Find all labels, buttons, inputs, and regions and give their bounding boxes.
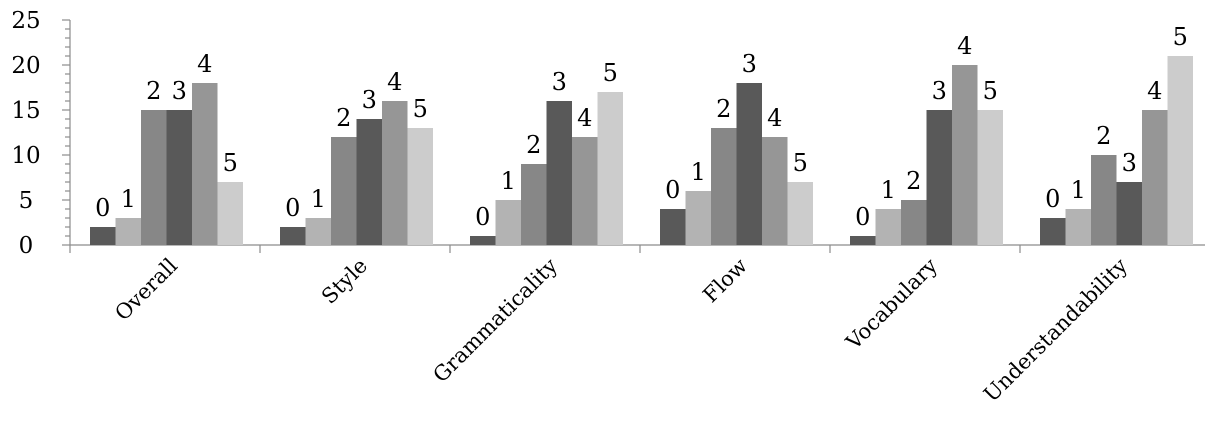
category-label: Understandability — [979, 253, 1132, 406]
bar — [1167, 56, 1193, 245]
bar-data-label: 4 — [957, 32, 972, 60]
bar-data-label: 4 — [197, 50, 212, 78]
bar-data-label: 2 — [1096, 122, 1111, 150]
bar-data-label: 3 — [742, 50, 757, 78]
bar-data-label: 1 — [501, 167, 516, 195]
bar-data-label: 3 — [172, 77, 187, 105]
bar — [685, 191, 711, 245]
bar — [850, 236, 876, 245]
y-tick-label: 10 — [11, 143, 40, 169]
category-label: Flow — [698, 254, 752, 308]
category-label: Grammaticality — [428, 253, 562, 387]
bar-data-label: 3 — [932, 77, 947, 105]
bar — [1142, 110, 1168, 245]
bar-data-label: 5 — [1173, 23, 1188, 51]
bar-data-label: 3 — [552, 68, 567, 96]
bar-data-label: 1 — [691, 158, 706, 186]
bar-data-label: 5 — [793, 149, 808, 177]
bar-data-label: 4 — [1147, 77, 1162, 105]
y-tick-label: 0 — [19, 233, 34, 259]
bar-data-label: 1 — [1071, 176, 1086, 204]
bar-data-label: 5 — [983, 77, 998, 105]
bar — [952, 65, 978, 245]
bar-data-label: 1 — [121, 185, 136, 213]
bar — [572, 137, 598, 245]
bar-data-label: 3 — [1122, 149, 1137, 177]
bar — [305, 218, 331, 245]
bar — [521, 164, 547, 245]
bar-data-label: 4 — [577, 104, 592, 132]
bar — [141, 110, 167, 245]
bar-data-label: 0 — [855, 203, 870, 231]
bar — [495, 200, 521, 245]
x-axis: Overall Style Grammaticality Flow Vocabulary… — [69, 244, 1205, 406]
bar-data-label: 0 — [475, 203, 490, 231]
bar — [901, 200, 927, 245]
bar — [762, 137, 788, 245]
bar — [331, 137, 357, 245]
bar-data-label: 2 — [526, 131, 541, 159]
bar — [736, 83, 762, 245]
y-tick-label: 15 — [11, 98, 40, 124]
bar — [407, 128, 433, 245]
bar — [166, 110, 192, 245]
bar — [1065, 209, 1091, 245]
bar — [1116, 182, 1142, 245]
bar-data-label: 0 — [1045, 185, 1060, 213]
bar-data-label: 5 — [413, 95, 428, 123]
bar — [1091, 155, 1117, 245]
bar — [470, 236, 496, 245]
bar — [787, 182, 813, 245]
bar-data-label: 4 — [767, 104, 782, 132]
y-tick-label: 5 — [19, 188, 34, 214]
bar-data-label: 5 — [223, 149, 238, 177]
bar-data-label: 1 — [311, 185, 326, 213]
bar — [711, 128, 737, 245]
bar-data-label: 4 — [387, 68, 402, 96]
bar — [217, 182, 243, 245]
bar-data-label: 3 — [362, 86, 377, 114]
bar — [1040, 218, 1066, 245]
y-tick-label: 25 — [11, 8, 40, 34]
bar-data-label: 0 — [95, 194, 110, 222]
bar — [926, 110, 952, 245]
bar — [382, 101, 408, 245]
bar-data-label: 5 — [603, 59, 618, 87]
bar-data-label: 0 — [285, 194, 300, 222]
bar — [280, 227, 306, 245]
bar-data-label: 2 — [716, 95, 731, 123]
bars — [90, 56, 1193, 245]
category-label: Vocabulary — [841, 253, 942, 354]
bar — [660, 209, 686, 245]
bar — [115, 218, 141, 245]
bar-data-label: 2 — [906, 167, 921, 195]
bar — [977, 110, 1003, 245]
bar — [192, 83, 218, 245]
category-label: Style — [317, 254, 372, 309]
bar-data-label: 1 — [881, 176, 896, 204]
y-tick-label: 20 — [11, 53, 40, 79]
y-axis: 0 5 10 15 20 25 — [11, 8, 71, 259]
bar — [875, 209, 901, 245]
bar — [546, 101, 572, 245]
bar-data-label: 0 — [665, 176, 680, 204]
bar — [597, 92, 623, 245]
bar-data-label: 2 — [336, 104, 351, 132]
category-label: Overall — [110, 253, 182, 325]
bar — [356, 119, 382, 245]
bar — [90, 227, 116, 245]
bar-data-label: 2 — [146, 77, 161, 105]
